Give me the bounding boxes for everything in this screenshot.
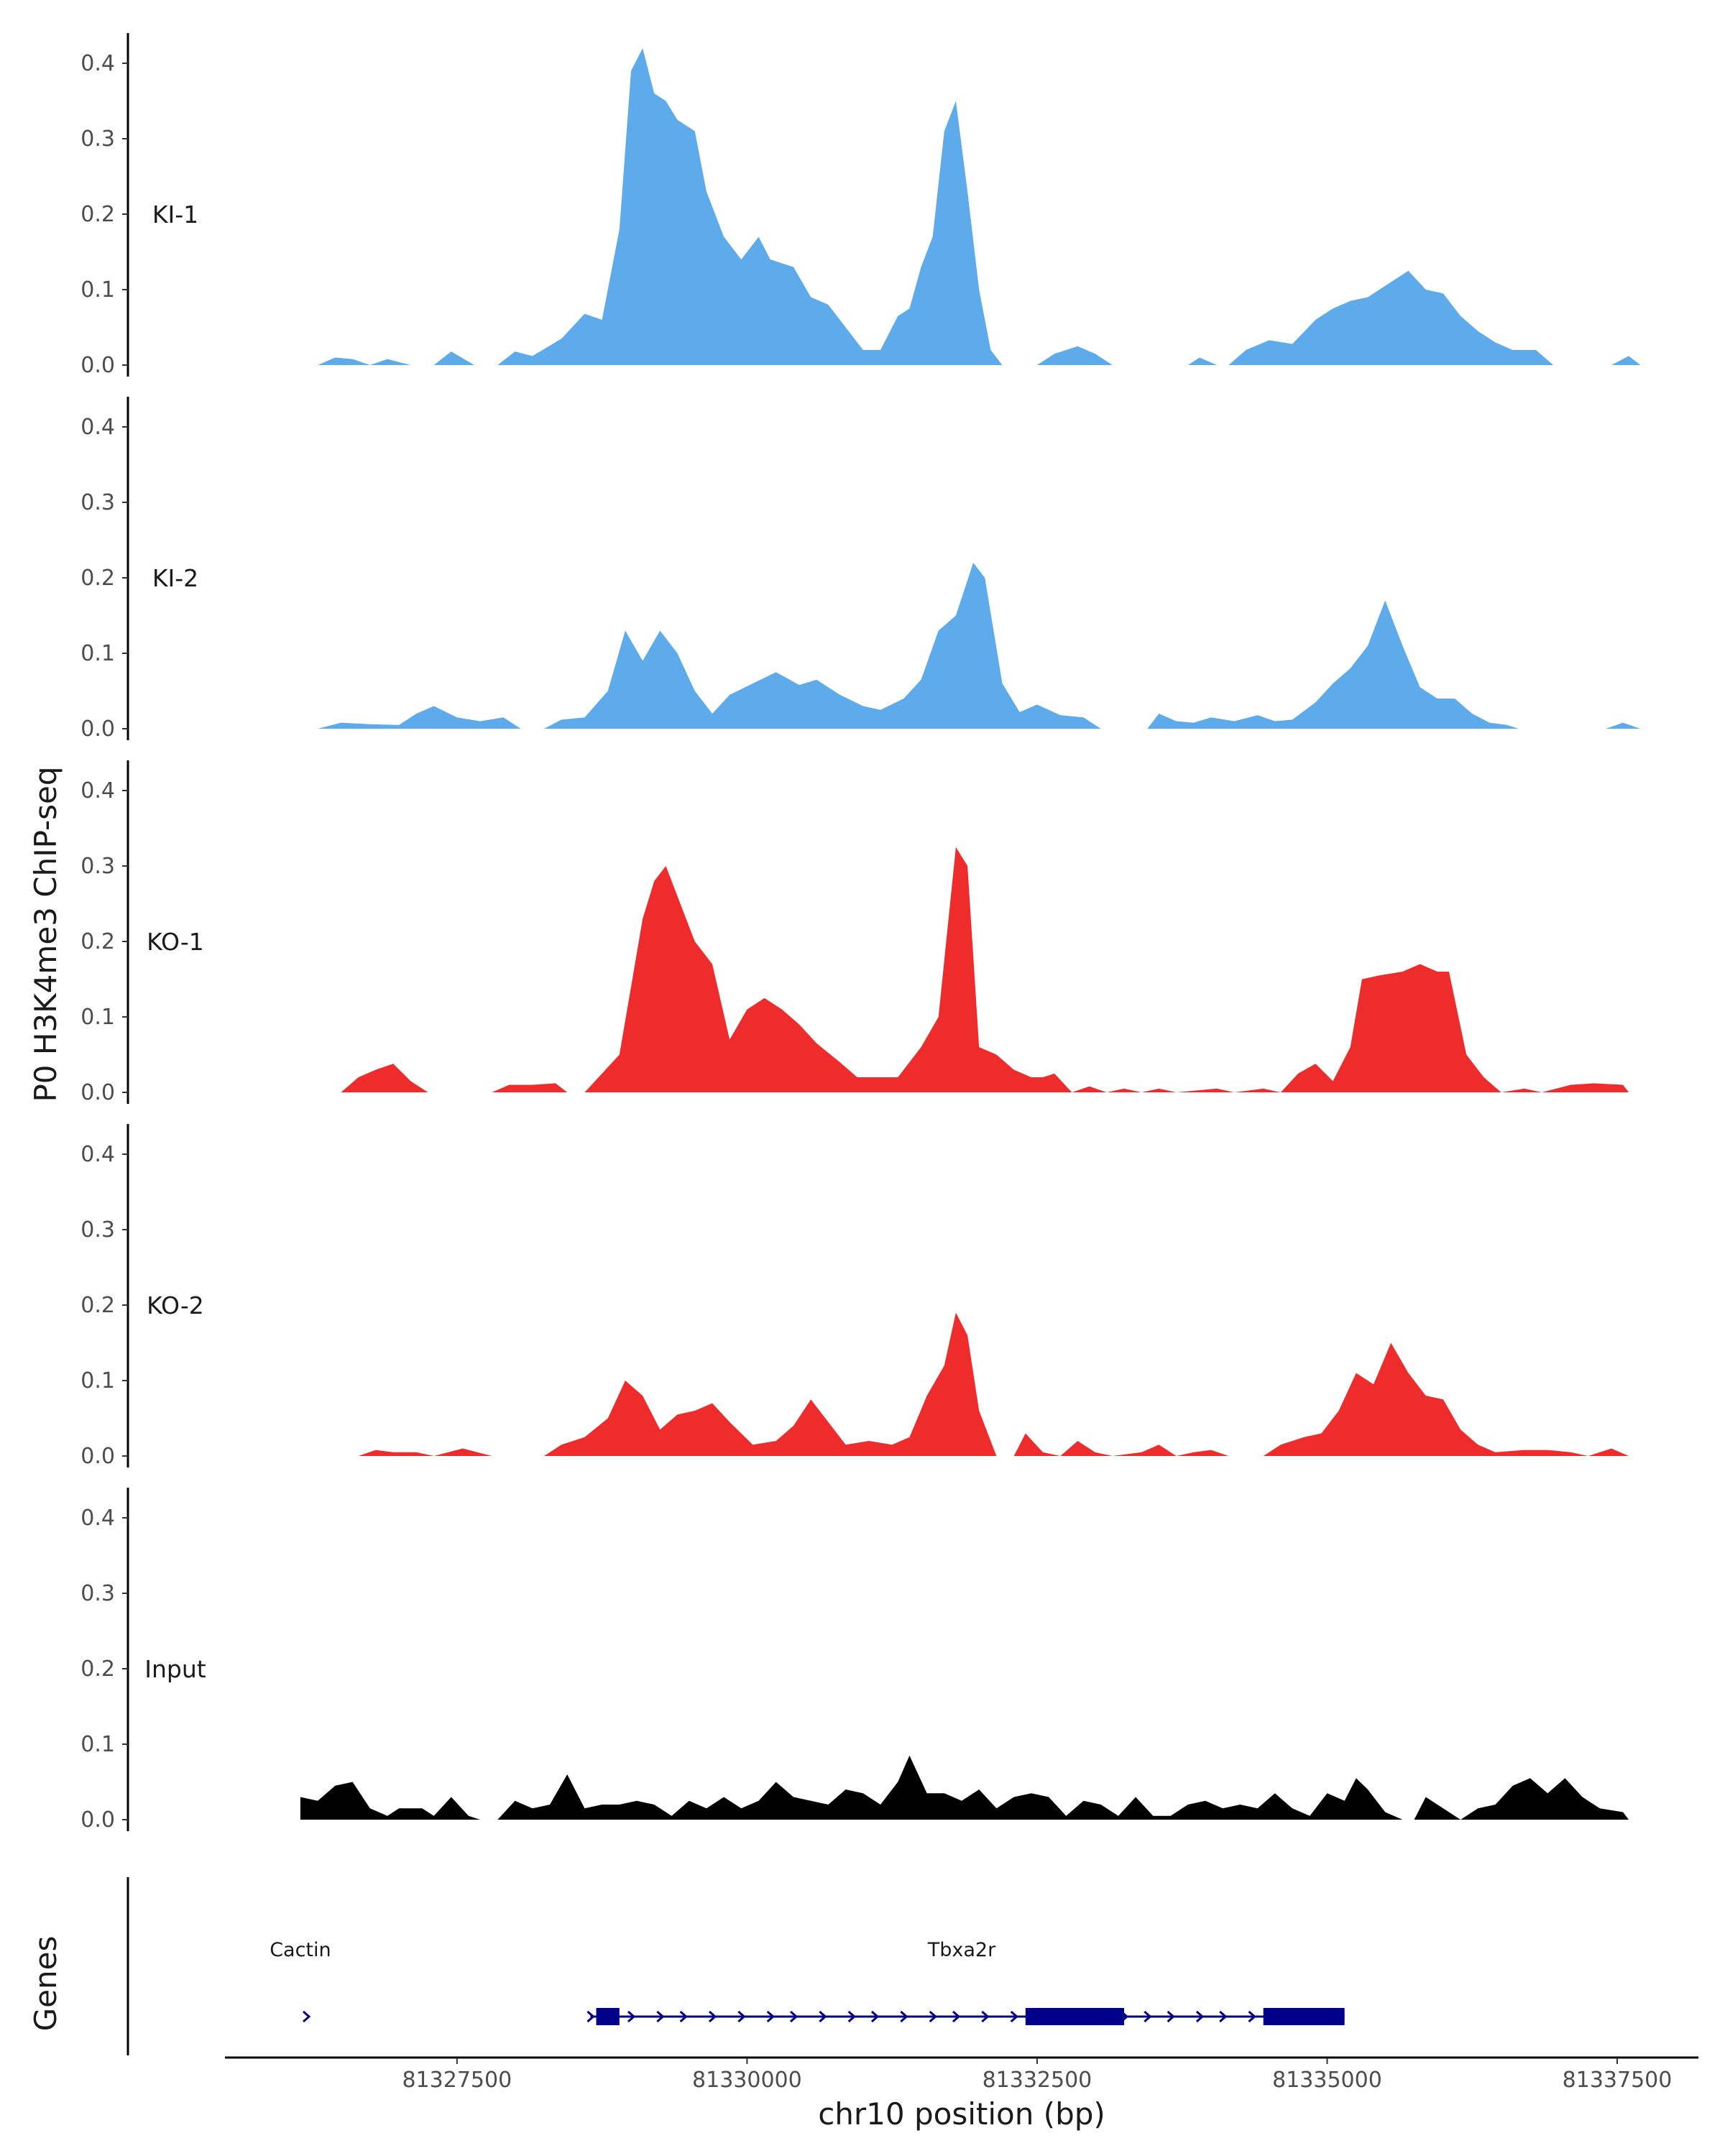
y-tick-label: 0.4 bbox=[80, 1506, 115, 1531]
strand-arrow bbox=[737, 2010, 746, 2023]
gene-exon bbox=[596, 2008, 620, 2025]
track-ki-1: 0.0 0.1 0.2 0.3 0.4 KI-1 bbox=[80, 33, 1641, 378]
y-tick-label: 0.0 bbox=[80, 353, 115, 378]
strand-arrow bbox=[981, 2010, 990, 2023]
strand-arrow bbox=[1248, 2010, 1256, 2023]
coverage-area-ko-2 bbox=[358, 1312, 1629, 1456]
x-tick-label: 81332500 bbox=[983, 2068, 1092, 2093]
strand-arrow bbox=[929, 2010, 937, 2023]
strand-arrow bbox=[1144, 2010, 1152, 2023]
gene-exon bbox=[1025, 2008, 1124, 2025]
strand-arrow bbox=[303, 2010, 311, 2023]
strand-arrow bbox=[847, 2010, 856, 2023]
strand-arrow bbox=[789, 2010, 799, 2023]
genes-panel: Cactin Tbxa2r bbox=[126, 1877, 1345, 2055]
coverage-area-ko-1 bbox=[341, 847, 1629, 1092]
gene-exon bbox=[1263, 2008, 1345, 2025]
coverage-area-input bbox=[300, 1755, 1629, 1820]
strand-arrow bbox=[819, 2010, 827, 2023]
y-tick-label: 0.0 bbox=[80, 717, 115, 742]
strand-arrow bbox=[708, 2010, 717, 2023]
y-tick-label: 0.4 bbox=[80, 778, 115, 803]
gene-label: Tbxa2r bbox=[927, 1939, 996, 1961]
y-axis-title: P0 H3K4me3 ChIP-seq bbox=[28, 766, 63, 1102]
y-tick-label: 0.3 bbox=[80, 126, 115, 152]
y-tick-label: 0.1 bbox=[80, 1005, 115, 1030]
track-label: KI-1 bbox=[152, 201, 198, 229]
x-tick-label: 81337500 bbox=[1563, 2068, 1673, 2093]
y-tick-label: 0.2 bbox=[80, 929, 115, 954]
coverage-area-ki-1 bbox=[318, 48, 1641, 365]
y-tick-label: 0.1 bbox=[80, 1368, 115, 1393]
track-label: KO-1 bbox=[147, 928, 204, 956]
coverage-area-ki-2 bbox=[318, 563, 1641, 729]
y-tick-label: 0.0 bbox=[80, 1807, 115, 1833]
strand-arrow bbox=[1195, 2010, 1205, 2023]
y-tick-label: 0.3 bbox=[80, 854, 115, 879]
track-ko-2: 0.0 0.1 0.2 0.3 0.4 KO-2 bbox=[80, 1124, 1629, 1469]
track-label: KO-2 bbox=[147, 1291, 204, 1319]
strand-arrow bbox=[766, 2010, 775, 2023]
x-tick-label: 81335000 bbox=[1272, 2068, 1382, 2093]
track-label: Input bbox=[144, 1655, 206, 1683]
strand-arrow bbox=[900, 2010, 908, 2023]
track-label: KI-2 bbox=[152, 564, 198, 592]
gene-label: Cactin bbox=[270, 1939, 331, 1961]
track-input: 0.0 0.1 0.2 0.3 0.4 Input bbox=[80, 1488, 1629, 1833]
track-ko-1: 0.0 0.1 0.2 0.3 0.4 KO-1 bbox=[80, 760, 1629, 1105]
y-tick-label: 0.0 bbox=[80, 1444, 115, 1469]
strand-arrow bbox=[1167, 2010, 1175, 2023]
y-tick-label: 0.2 bbox=[80, 1293, 115, 1318]
strand-arrow bbox=[952, 2010, 961, 2023]
genes-axis-title: Genes bbox=[28, 1936, 63, 2032]
strand-arrow bbox=[1010, 2010, 1018, 2023]
y-tick-label: 0.1 bbox=[80, 277, 115, 303]
y-tick-label: 0.4 bbox=[80, 1142, 115, 1167]
x-tick-label: 81330000 bbox=[692, 2068, 802, 2093]
x-tick-label: 81327500 bbox=[402, 2068, 512, 2093]
y-tick-label: 0.2 bbox=[80, 566, 115, 591]
x-axis-title: chr10 position (bp) bbox=[818, 2096, 1105, 2132]
gene-cactin: Cactin bbox=[270, 1939, 331, 2023]
y-tick-label: 0.0 bbox=[80, 1080, 115, 1105]
y-tick-label: 0.4 bbox=[80, 51, 115, 76]
y-tick-label: 0.1 bbox=[80, 1732, 115, 1757]
strand-arrow bbox=[627, 2010, 636, 2023]
strand-arrow bbox=[586, 2010, 595, 2023]
strand-arrow bbox=[1219, 2010, 1228, 2023]
x-axis: 81327500 81330000 81332500 81335000 81337500 bbox=[225, 2056, 1698, 2093]
y-tick-label: 0.4 bbox=[80, 415, 115, 440]
y-tick-label: 0.2 bbox=[80, 202, 115, 227]
strand-arrow bbox=[870, 2010, 880, 2023]
track-ki-2: 0.0 0.1 0.2 0.3 0.4 KI-2 bbox=[80, 397, 1641, 742]
y-tick-label: 0.3 bbox=[80, 490, 115, 515]
strand-arrow bbox=[1120, 2010, 1129, 2023]
y-tick-label: 0.3 bbox=[80, 1217, 115, 1243]
gene-tbxa2r: Tbxa2r bbox=[586, 1939, 1345, 2025]
y-tick-label: 0.1 bbox=[80, 641, 115, 666]
y-tick-label: 0.3 bbox=[80, 1581, 115, 1606]
track-panels: 0.00.10.20.30.4KI-10.00.10.20.30.4KI-20.… bbox=[80, 33, 1641, 1833]
strand-arrow bbox=[679, 2010, 688, 2023]
strand-arrow bbox=[656, 2010, 665, 2023]
y-tick-label: 0.2 bbox=[80, 1657, 115, 1682]
